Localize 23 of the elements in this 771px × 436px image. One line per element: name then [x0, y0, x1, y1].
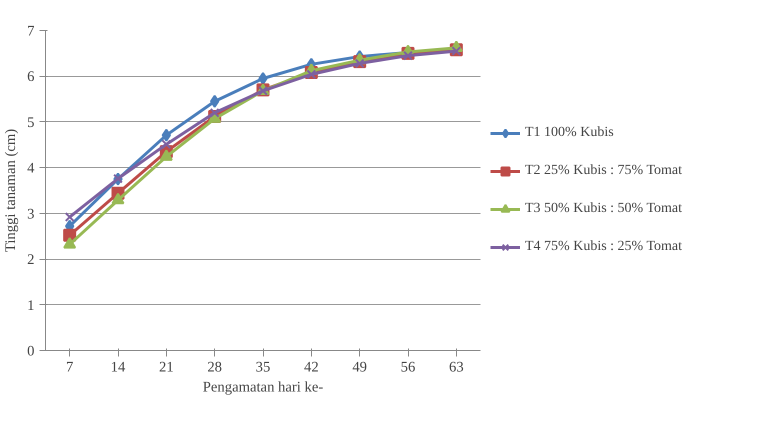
y-tick-label: 1	[27, 298, 34, 314]
x-tick-label: 14	[110, 360, 126, 376]
x-axis-title: Pengamatan hari ke-	[202, 380, 324, 396]
y-tick-label: 3	[27, 206, 34, 222]
y-tick-label: 5	[27, 114, 34, 131]
x-tick-label: 56	[400, 360, 416, 376]
x-tick-label: 35	[256, 360, 270, 376]
legend-label: T4 75% Kubis : 25% Tomat	[525, 239, 682, 255]
x-tick-label: 28	[207, 360, 222, 376]
x-tick-label: 63	[449, 360, 464, 376]
y-tick-label: 7	[27, 24, 34, 40]
x-tick-label: 7	[66, 360, 74, 376]
y-tick-label: 0	[27, 344, 34, 360]
legend-label: T3 50% Kubis : 50% Tomat	[525, 201, 682, 217]
y-tick-label: 6	[27, 69, 34, 86]
x-tick-label: 21	[159, 360, 174, 376]
legend-label: T2 25% Kubis : 75% Tomat	[525, 163, 682, 179]
x-tick-label: 49	[352, 360, 367, 376]
y-axis-title: Tinggi tanaman (cm)	[3, 128, 20, 252]
x-tick-label: 42	[304, 360, 319, 376]
y-tick-label: 2	[27, 252, 34, 268]
y-tick-label: 4	[27, 160, 36, 177]
legend-label: T1 100% Kubis	[525, 125, 614, 141]
